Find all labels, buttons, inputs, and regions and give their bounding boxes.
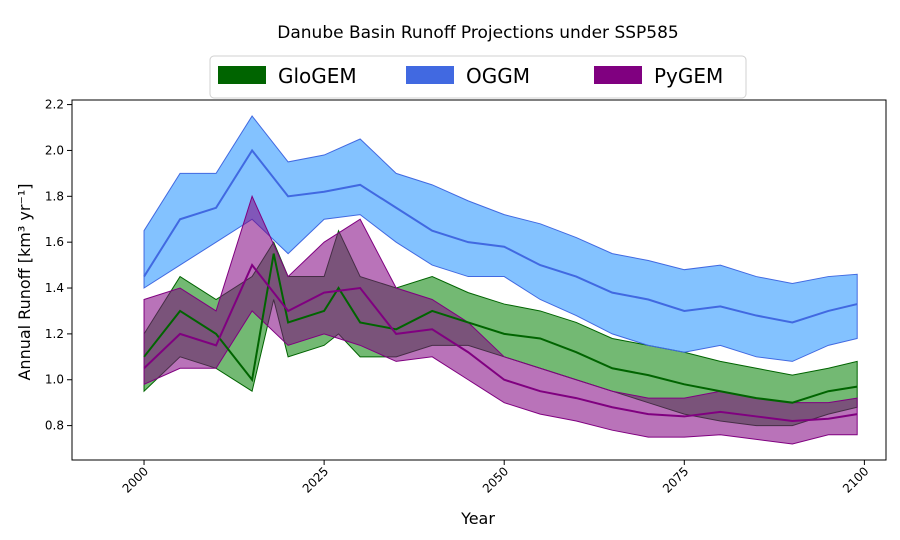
y-axis-label: Annual Runoff [km³ yr⁻¹]: [15, 183, 34, 380]
glogem-mean-line: [143, 253, 858, 404]
legend: GloGEM OGGM PyGEM: [209, 55, 747, 99]
y-tick-label: 0.8: [45, 419, 64, 433]
y-tick-label: 1.6: [45, 235, 64, 249]
y-tick-label: 1.8: [45, 189, 64, 203]
y-tick-label: 2.2: [45, 98, 64, 112]
oggm-legend-label: OGGM: [466, 64, 530, 88]
plot-area: 2000 2025 2050 2075 2100 0.8 1.0 1.2 1.4 1.6 1.8 2…: [45, 98, 887, 496]
y-tick-label: 1.0: [45, 373, 64, 387]
glogem-legend-swatch: [218, 66, 266, 84]
x-tick-label: 2050: [480, 464, 511, 495]
pygem-legend-swatch: [594, 66, 642, 84]
y-tick-label: 1.4: [45, 281, 64, 295]
x-axis-label: Year: [460, 509, 495, 528]
x-tick-label: 2100: [840, 464, 871, 495]
oggm-legend-swatch: [406, 66, 454, 84]
pygem-mean-line: [143, 263, 858, 423]
oggm-range-band: [143, 115, 858, 362]
y-tick-label: 1.2: [45, 327, 64, 341]
glogem-legend-label: GloGEM: [278, 64, 357, 88]
x-tick-label: 2000: [120, 464, 151, 495]
y-tick-label: 2.0: [45, 143, 64, 157]
pygem-legend-label: PyGEM: [654, 64, 723, 88]
pygem-range-band: [143, 194, 858, 445]
x-tick-label: 2025: [300, 464, 331, 495]
oggm-mean-line: [143, 148, 858, 324]
x-tick-label: 2075: [660, 464, 691, 495]
plot-frame: [71, 99, 887, 461]
chart-title: Danube Basin Runoff Projections under SS…: [277, 23, 678, 43]
